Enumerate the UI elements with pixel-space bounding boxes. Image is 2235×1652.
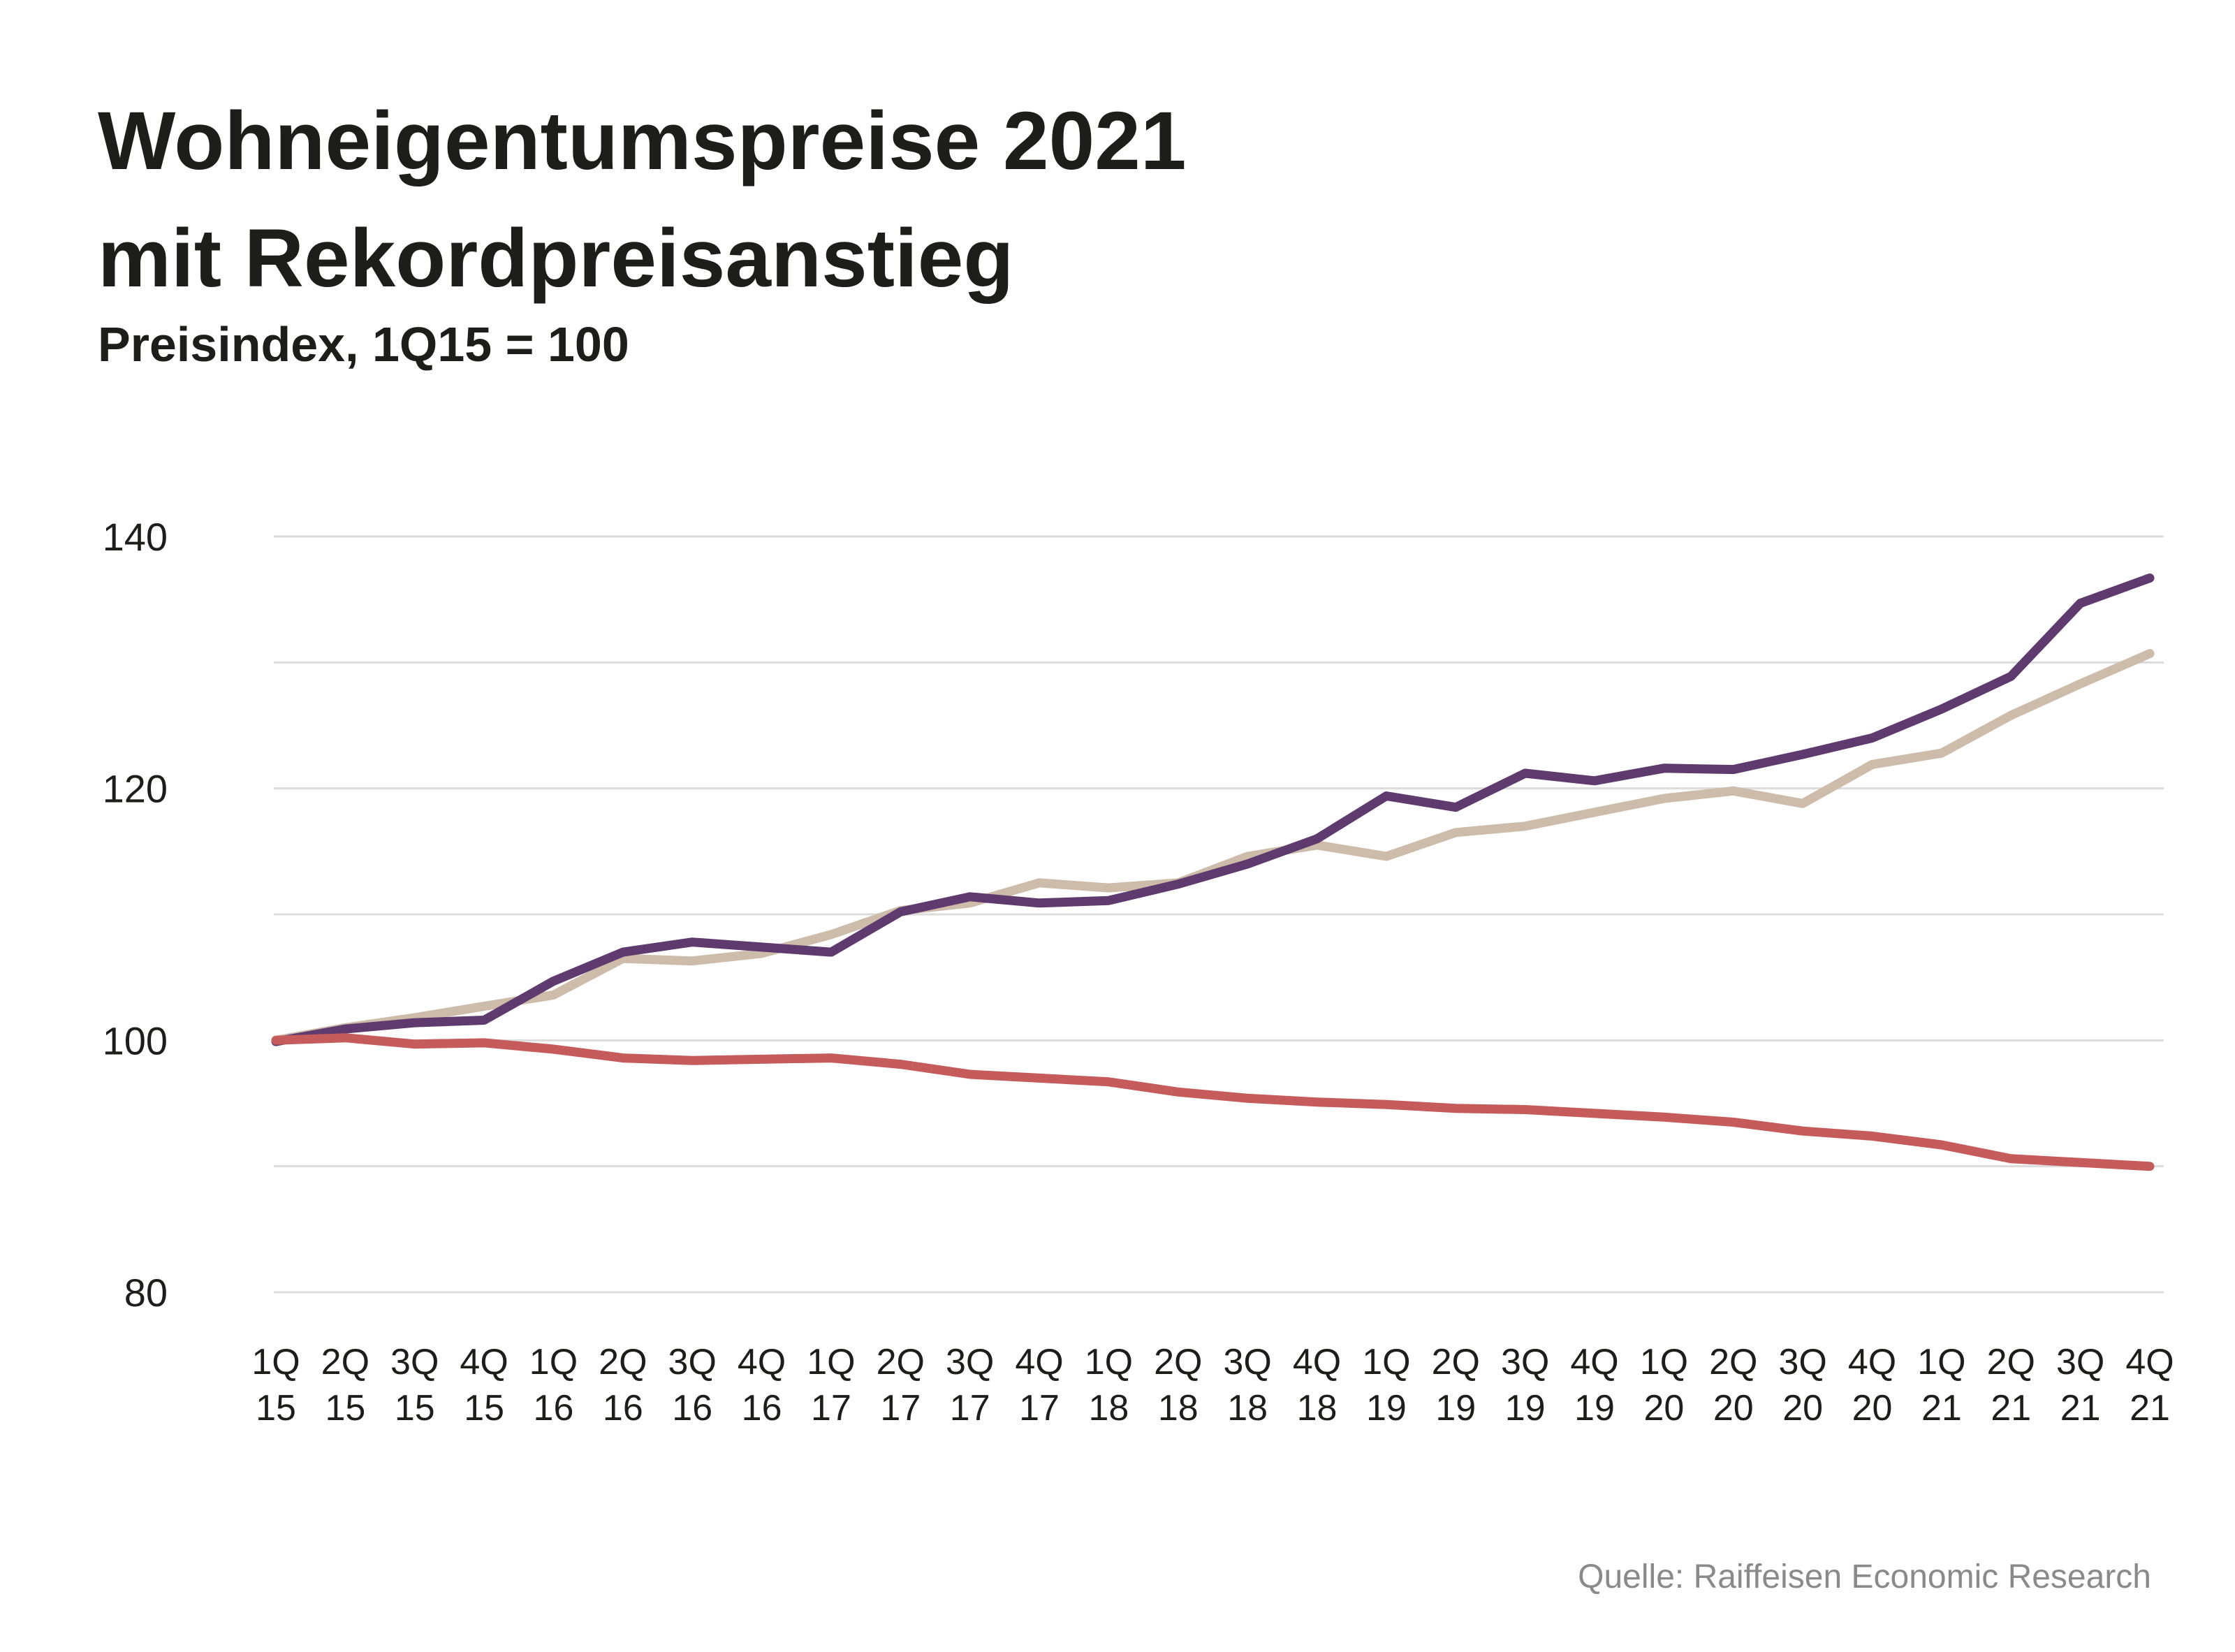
x-tick-quarter: 1Q	[1085, 1342, 1133, 1382]
x-tick-quarter: 3Q	[2056, 1342, 2104, 1382]
x-tick-label-2Q-17: 2Q 17	[877, 1342, 925, 1428]
x-tick-label-3Q-18: 3Q 18	[1223, 1342, 1271, 1428]
x-tick-year: 20	[1643, 1388, 1684, 1428]
x-tick-year: 18	[1089, 1388, 1129, 1428]
x-tick-year: 19	[1435, 1388, 1476, 1428]
chart-title-line-1: Wohneigentumspreise 2021	[98, 95, 1187, 187]
x-tick-year: 18	[1158, 1388, 1199, 1428]
x-tick-quarter: 2Q	[1154, 1342, 1202, 1382]
x-tick-label-1Q-19: 1Q 19	[1362, 1342, 1410, 1428]
series-line-2	[271, 573, 2155, 1046]
x-tick-year: 17	[1019, 1388, 1060, 1428]
x-tick-quarter: 3Q	[668, 1342, 717, 1382]
x-tick-label-2Q-18: 2Q 18	[1154, 1342, 1202, 1428]
x-tick-year: 16	[534, 1388, 574, 1428]
x-tick-year: 15	[395, 1388, 435, 1428]
x-tick-label-1Q-20: 1Q 20	[1640, 1342, 1688, 1428]
x-tick-label-4Q-17: 4Q 17	[1015, 1342, 1063, 1428]
x-tick-label-1Q-21: 1Q 21	[1917, 1342, 1965, 1428]
y-tick-label-100: 100	[103, 1018, 168, 1062]
x-tick-year: 21	[1991, 1388, 2031, 1428]
x-tick-label-4Q-21: 4Q 21	[2125, 1342, 2174, 1428]
x-tick-quarter: 3Q	[946, 1342, 994, 1382]
x-tick-year: 20	[1782, 1388, 1823, 1428]
x-tick-label-4Q-20: 4Q 20	[1848, 1342, 1896, 1428]
x-tick-year: 18	[1227, 1388, 1268, 1428]
x-tick-quarter: 2Q	[1987, 1342, 2035, 1382]
x-tick-year: 16	[603, 1388, 643, 1428]
x-tick-label-1Q-17: 1Q 17	[807, 1342, 855, 1428]
x-tick-label-3Q-15: 3Q 15	[390, 1342, 439, 1428]
x-tick-quarter: 1Q	[807, 1342, 855, 1382]
x-tick-quarter: 2Q	[877, 1342, 925, 1382]
x-tick-quarter: 3Q	[1501, 1342, 1549, 1382]
x-tick-label-4Q-15: 4Q 15	[460, 1342, 508, 1428]
x-tick-year: 21	[2060, 1388, 2101, 1428]
x-tick-year: 17	[811, 1388, 851, 1428]
x-tick-year: 21	[1921, 1388, 1962, 1428]
x-tick-quarter: 4Q	[1293, 1342, 1341, 1382]
x-tick-year: 17	[880, 1388, 921, 1428]
x-tick-quarter: 4Q	[1848, 1342, 1896, 1382]
x-tick-label-1Q-15: 1Q 15	[251, 1342, 300, 1428]
x-tick-quarter: 2Q	[599, 1342, 647, 1382]
x-tick-quarter: 4Q	[460, 1342, 508, 1382]
x-tick-year: 15	[256, 1388, 296, 1428]
x-tick-label-2Q-19: 2Q 19	[1432, 1342, 1480, 1428]
chart-title-line-2: mit Rekordpreisanstieg	[98, 212, 1014, 305]
x-tick-year: 17	[950, 1388, 990, 1428]
x-tick-year: 19	[1574, 1388, 1615, 1428]
x-tick-quarter: 1Q	[1917, 1342, 1965, 1382]
x-tick-quarter: 4Q	[2125, 1342, 2174, 1382]
x-tick-year: 18	[1297, 1388, 1338, 1428]
x-tick-quarter: 2Q	[1709, 1342, 1757, 1382]
x-tick-quarter: 4Q	[1015, 1342, 1063, 1382]
x-tick-quarter: 1Q	[251, 1342, 300, 1382]
x-tick-label-2Q-20: 2Q 20	[1709, 1342, 1757, 1428]
y-tick-label-120: 120	[103, 767, 168, 811]
x-tick-label-2Q-16: 2Q 16	[599, 1342, 647, 1428]
x-tick-year: 20	[1713, 1388, 1754, 1428]
x-tick-label-4Q-19: 4Q 19	[1570, 1342, 1618, 1428]
x-tick-year: 19	[1505, 1388, 1546, 1428]
x-tick-label-3Q-20: 3Q 20	[1778, 1342, 1826, 1428]
x-tick-year: 16	[672, 1388, 712, 1428]
chart-subtitle: Preisindex, 1Q15 = 100	[98, 317, 629, 372]
x-tick-label-2Q-21: 2Q 21	[1987, 1342, 2035, 1428]
y-tick-label-140: 140	[103, 515, 168, 559]
x-tick-quarter: 4Q	[1570, 1342, 1618, 1382]
x-tick-quarter: 1Q	[1640, 1342, 1688, 1382]
x-tick-label-3Q-16: 3Q 16	[668, 1342, 717, 1428]
chart-title: Wohneigentumspreise 2021 mit Rekordpreis…	[98, 82, 1187, 317]
x-tick-label-2Q-15: 2Q 15	[321, 1342, 369, 1428]
x-tick-year: 21	[2130, 1388, 2170, 1428]
x-tick-quarter: 3Q	[1223, 1342, 1271, 1382]
x-tick-quarter: 1Q	[1362, 1342, 1410, 1382]
x-tick-year: 20	[1852, 1388, 1893, 1428]
series-line-3	[271, 1033, 2155, 1171]
y-tick-label-80: 80	[124, 1271, 168, 1315]
x-tick-year: 15	[464, 1388, 504, 1428]
x-tick-year: 15	[325, 1388, 365, 1428]
x-tick-quarter: 2Q	[321, 1342, 369, 1382]
x-tick-quarter: 4Q	[738, 1342, 786, 1382]
x-tick-label-1Q-18: 1Q 18	[1085, 1342, 1133, 1428]
x-tick-year: 19	[1366, 1388, 1407, 1428]
x-tick-label-4Q-18: 4Q 18	[1293, 1342, 1341, 1428]
x-tick-label-3Q-19: 3Q 19	[1501, 1342, 1549, 1428]
x-tick-quarter: 2Q	[1432, 1342, 1480, 1382]
x-tick-label-4Q-16: 4Q 16	[738, 1342, 786, 1428]
x-tick-label-3Q-17: 3Q 17	[946, 1342, 994, 1428]
x-tick-quarter: 3Q	[1778, 1342, 1826, 1382]
x-tick-label-3Q-21: 3Q 21	[2056, 1342, 2104, 1428]
source-note: Quelle: Raiffeisen Economic Research	[1578, 1558, 2151, 1595]
x-tick-label-1Q-16: 1Q 16	[529, 1342, 578, 1428]
x-tick-quarter: 1Q	[529, 1342, 578, 1382]
x-tick-year: 16	[742, 1388, 782, 1428]
x-tick-quarter: 3Q	[390, 1342, 439, 1382]
